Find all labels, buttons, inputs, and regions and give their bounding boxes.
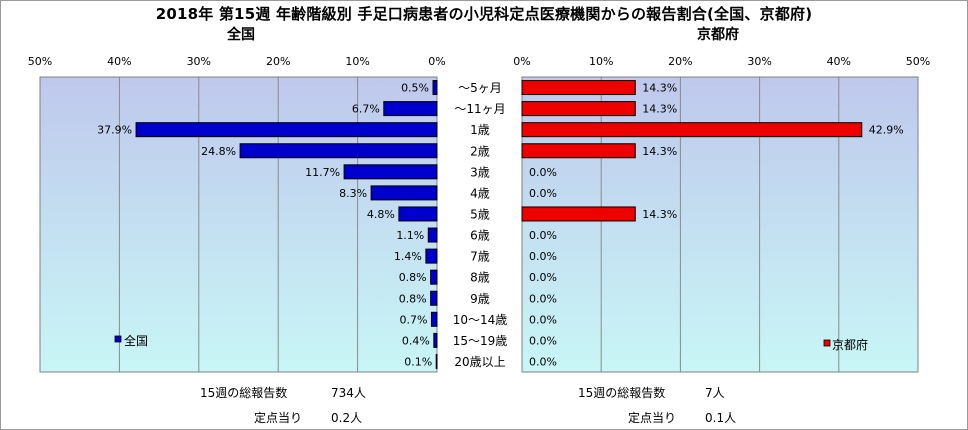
data-label: 14.3% [642,208,677,221]
data-label: 0.0% [529,292,557,305]
bar [521,143,636,159]
data-label: 42.9% [869,124,904,137]
data-label: 8.3% [339,187,367,200]
bar [427,227,438,243]
data-label: 0.0% [529,271,557,284]
bar [343,164,438,180]
bar [135,122,438,138]
x-tick-label: 0% [428,55,445,68]
chart-title: 2018年 第15週 年齢階級別 手足口病患者の小児科定点医療機関からの報告割合… [155,5,813,23]
category-label: 8歳 [470,271,490,285]
x-tick-label: 0% [513,55,530,68]
national-per-value: 0.2人 [331,411,363,425]
data-label: 6.7% [352,103,380,116]
data-label: 24.8% [201,145,236,158]
data-label: 0.0% [529,250,557,263]
legend-label-kyoto: 京都府 [832,337,868,352]
data-label: 0.5% [401,82,429,95]
category-label: ～5ヶ月 [458,81,502,95]
bar [425,248,438,264]
national-total-value: 734人 [331,386,366,400]
category-label: 4歳 [470,186,490,200]
bar [521,80,636,96]
data-label: 0.0% [529,187,557,200]
category-label: 1歳 [470,123,490,137]
data-label: 0.0% [529,334,557,347]
bar [239,143,438,159]
data-label: 0.0% [529,166,557,179]
data-label: 1.4% [394,250,422,263]
category-label: 7歳 [470,250,490,264]
category-label: 20歳以上 [454,355,505,369]
data-label: 0.0% [529,313,557,326]
x-tick-label: 30% [187,55,211,68]
data-label: 1.1% [396,229,424,242]
data-label: 0.1% [404,355,432,368]
x-tick-label: 50% [906,55,930,68]
legend-label-national: 全国 [124,333,148,348]
bar [435,353,438,369]
bar [521,122,863,138]
panel-title-kyoto: 京都府 [697,27,739,43]
plot-area-kyoto [521,76,919,373]
bar [521,206,636,222]
bar [430,311,438,327]
kyoto-total-value: 7人 [705,386,725,400]
category-label: 9歳 [470,292,490,306]
x-tick-label: 10% [589,55,613,68]
bar [521,101,636,117]
kyoto-per-value: 0.1人 [705,411,737,425]
kyoto-per-label: 定点当り [628,411,677,425]
data-label: 37.9% [97,124,132,137]
bar [370,185,438,201]
data-label: 14.3% [642,103,677,116]
bar [430,269,438,285]
panel-title-national: 全国 [227,27,255,43]
bar [430,290,438,306]
x-tick-label: 20% [668,55,692,68]
data-label: 14.3% [642,145,677,158]
data-label: 0.8% [399,292,427,305]
data-label: 0.0% [529,229,557,242]
category-label: 3歳 [470,165,490,179]
bar [433,332,438,348]
data-label: 11.7% [305,166,340,179]
data-label: 14.3% [642,82,677,95]
bar [398,206,438,222]
category-label: 15～19歳 [453,334,508,348]
x-tick-label: 40% [827,55,851,68]
data-label: 0.0% [529,355,557,368]
kyoto-total-label: 15週の総報告数 [578,386,666,400]
national-per-label: 定点当り [254,411,303,425]
data-label: 0.7% [399,313,427,326]
x-tick-label: 20% [266,55,290,68]
data-label: 0.8% [399,271,427,284]
category-label: ～11ヶ月 [454,102,505,116]
category-label: 2歳 [470,144,490,158]
x-tick-label: 30% [747,55,771,68]
x-tick-label: 10% [345,55,369,68]
category-label: 10～14歳 [453,313,508,327]
bar [432,80,438,96]
legend-swatch-national [114,335,122,343]
data-label: 4.8% [367,208,395,221]
category-label: 6歳 [470,229,490,243]
national-total-label: 15週の総報告数 [200,386,288,400]
legend-swatch-kyoto [823,339,831,347]
x-tick-label: 50% [28,55,52,68]
data-label: 0.4% [402,334,430,347]
plot-area-national [39,76,438,373]
bar [383,101,438,117]
x-tick-label: 40% [107,55,131,68]
category-label: 5歳 [470,207,490,221]
